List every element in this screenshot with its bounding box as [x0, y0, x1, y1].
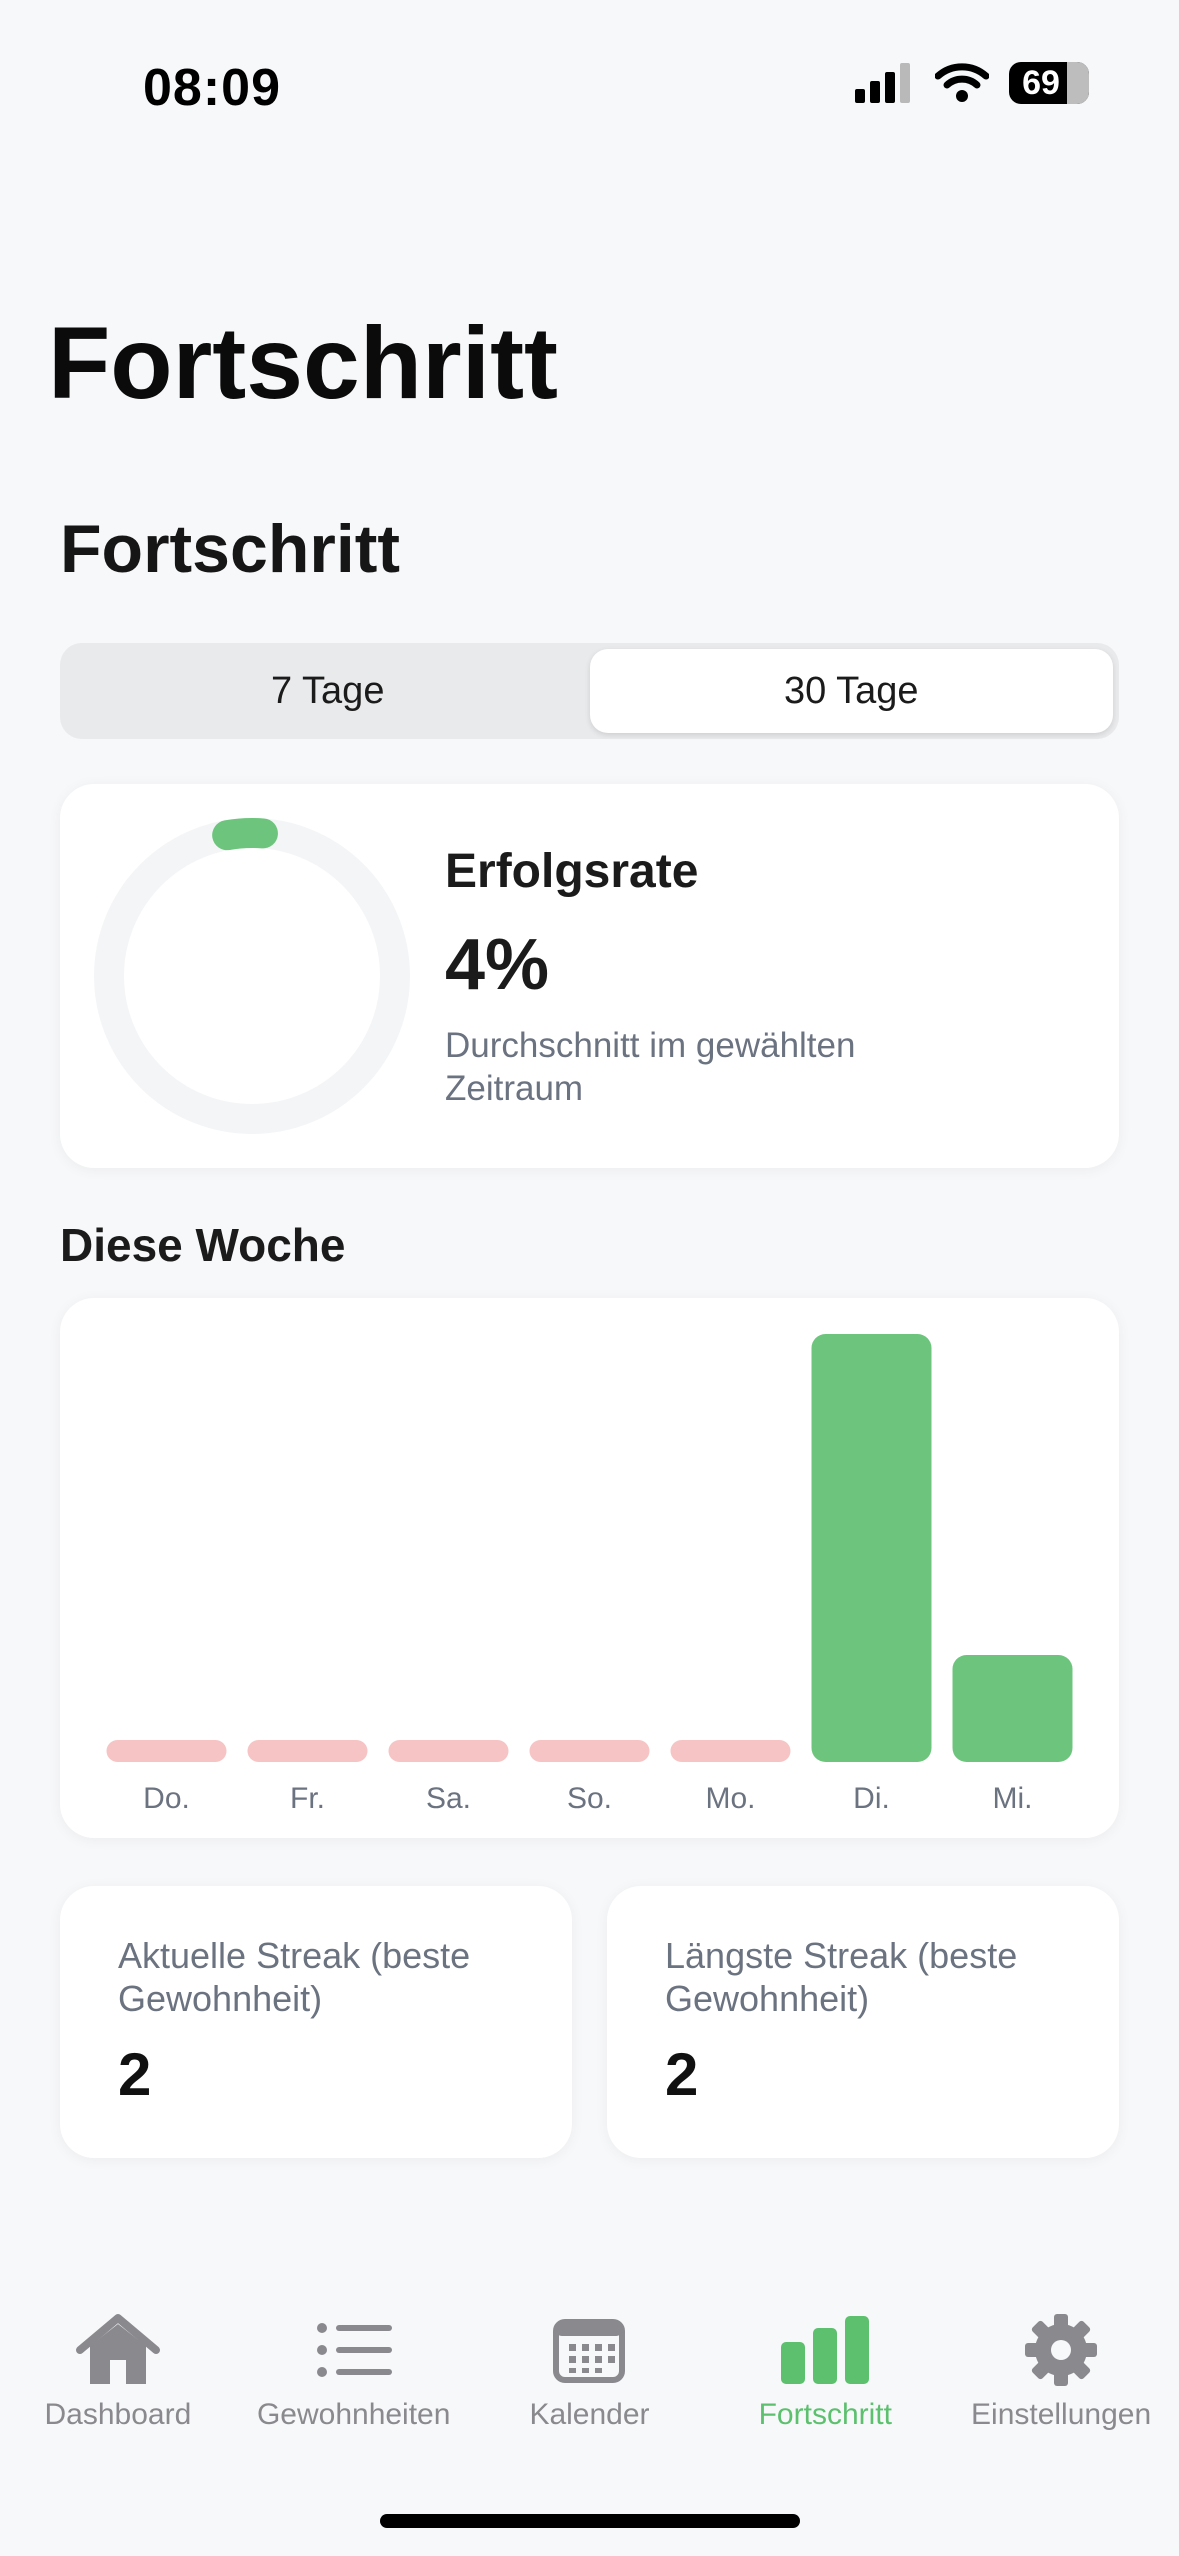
bar-2 [247, 1740, 368, 1762]
bar-4 [529, 1740, 650, 1762]
bar-6 [811, 1334, 932, 1762]
tab-label-progress: Fortschritt [758, 2398, 892, 2431]
home-indicator [380, 2514, 800, 2528]
current-streak-label: Aktuelle Streak (beste Gewohnheit) [118, 1935, 471, 2019]
section-title: Fortschritt [60, 511, 400, 587]
tab-label-settings: Einstellungen [971, 2398, 1152, 2431]
tab-bar: Dashboard Gewohnheiten Kalender [0, 2310, 1179, 2470]
calendar-icon [545, 2310, 633, 2390]
bar-1 [106, 1740, 227, 1762]
bar-label-7: Mi. [993, 1782, 1033, 1815]
tab-label-habits: Gewohnheiten [256, 2398, 451, 2431]
battery-indicator: 69 [1009, 62, 1089, 104]
gear-icon [1017, 2310, 1105, 2390]
wifi-icon [935, 63, 989, 102]
list-icon [310, 2310, 398, 2390]
tab-dashboard[interactable]: Dashboard [0, 2310, 236, 2470]
success-rate-label: Erfolgsrate [445, 845, 699, 898]
longest-streak-label: Längste Streak (beste Gewohnheit) [665, 1935, 1018, 2019]
ring-track [94, 818, 410, 1134]
segment-7-days[interactable]: 7 Tage [271, 669, 385, 712]
segment-30-days[interactable]: 30 Tage [589, 649, 1113, 733]
tab-label-dashboard: Dashboard [44, 2398, 192, 2431]
bar-label-5: Mo. [705, 1782, 755, 1815]
bar-label-6: Di. [853, 1782, 890, 1815]
tab-progress[interactable]: Fortschritt [707, 2310, 943, 2470]
page-title: Fortschritt [48, 306, 558, 420]
tab-habits[interactable]: Gewohnheiten [236, 2310, 472, 2470]
bar-chart-icon [781, 2310, 870, 2390]
current-streak-value: 2 [118, 2041, 152, 2108]
bar-5 [670, 1740, 791, 1762]
longest-streak-card: Längste Streak (beste Gewohnheit) 2 [607, 1886, 1119, 2158]
tab-settings[interactable]: Einstellungen [943, 2310, 1179, 2470]
longest-streak-value: 2 [665, 2041, 699, 2108]
bar-label-3: Sa. [426, 1782, 471, 1815]
house-icon [74, 2310, 162, 2390]
bar-label-2: Fr. [290, 1782, 325, 1815]
tab-calendar[interactable]: Kalender [472, 2310, 708, 2470]
current-streak-card: Aktuelle Streak (beste Gewohnheit) 2 [60, 1886, 572, 2158]
bar-3 [388, 1740, 509, 1762]
success-rate-value: 4% [445, 925, 550, 1005]
period-segmented-control: 7 Tage 30 Tage [60, 643, 1119, 739]
success-rate-card: Erfolgsrate 4% Durchschnitt im gewählten… [60, 784, 1119, 1168]
bar-label-4: So. [567, 1782, 612, 1815]
week-bar-chart: Do. Fr. Sa. So. Mo. Di. Mi. [106, 1334, 1073, 1815]
tab-label-calendar: Kalender [529, 2398, 650, 2431]
status-time: 08:09 [143, 59, 281, 117]
ring-progress [94, 818, 410, 1134]
bar-label-1: Do. [143, 1782, 190, 1815]
week-chart-card: Do. Fr. Sa. So. Mo. Di. Mi. [60, 1298, 1119, 1838]
bar-7 [952, 1655, 1073, 1762]
success-rate-subtitle: Durchschnitt im gewählten Zeitraum [445, 1026, 856, 1108]
status-icons: 69 [855, 62, 1089, 104]
cellular-signal-icon [855, 63, 910, 103]
battery-level: 69 [1022, 63, 1060, 102]
week-section-title: Diese Woche [60, 1219, 346, 1271]
success-rate-ring [94, 818, 410, 1134]
